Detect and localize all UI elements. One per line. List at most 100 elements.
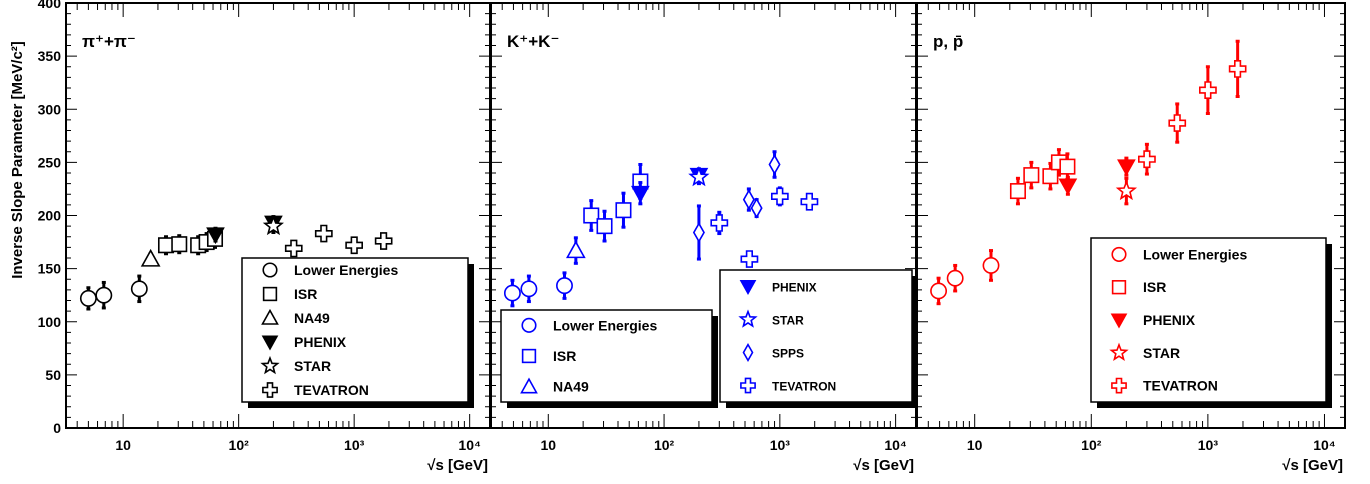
legend-box xyxy=(1090,237,1327,403)
legend-marker xyxy=(1109,342,1129,361)
data-point xyxy=(1228,59,1247,78)
series xyxy=(565,236,586,265)
data-point xyxy=(520,280,538,298)
series xyxy=(284,224,393,258)
y-tick-label: 50 xyxy=(45,367,61,383)
legend-label: STAR xyxy=(1143,345,1180,361)
series xyxy=(1115,176,1138,206)
data-point xyxy=(130,280,148,298)
data-point xyxy=(95,286,113,304)
x-tick-label: 10³ xyxy=(1198,437,1219,453)
data-point xyxy=(1138,150,1156,169)
legend-label: ISR xyxy=(1143,279,1166,295)
x-tick-label: 10⁴ xyxy=(884,437,907,453)
legend-label: Lower Energies xyxy=(1143,246,1247,262)
legend-marker xyxy=(1110,313,1128,329)
y-tick-label: 250 xyxy=(38,154,62,170)
data-point xyxy=(750,197,763,219)
data-point xyxy=(374,232,393,250)
legend-marker xyxy=(1111,377,1127,394)
legend-marker xyxy=(521,348,537,364)
legend-label: ISR xyxy=(294,286,317,302)
legend-label: NA49 xyxy=(294,310,330,326)
data-point xyxy=(982,256,1000,274)
data-point xyxy=(157,237,175,254)
data-point xyxy=(171,236,188,253)
data-point xyxy=(1168,114,1187,132)
data-point xyxy=(1009,183,1026,200)
series xyxy=(1058,156,1136,196)
data-point xyxy=(556,277,573,295)
y-tick-label: 100 xyxy=(38,314,62,330)
series xyxy=(262,214,284,236)
legend-label: STAR xyxy=(772,314,804,328)
x-axis-label: √s [GeV] xyxy=(1282,457,1343,474)
x-tick-label: 10² xyxy=(229,437,250,453)
data-point xyxy=(140,248,161,267)
data-point xyxy=(503,284,521,302)
panel-3: 10 10² 10³ 10⁴ √s [GeV] p, p̄ Lower Energies IS… xyxy=(916,2,1346,474)
data-point xyxy=(79,289,97,307)
data-point xyxy=(262,214,284,236)
legend-marker xyxy=(261,308,279,325)
data-point xyxy=(565,240,586,259)
legend-marker xyxy=(521,317,537,333)
legend-label: PHENIX xyxy=(1143,312,1196,328)
legend: Lower Energies ISR NA49 PHENIX STAR TEVATRON xyxy=(241,257,474,408)
legend-marker xyxy=(738,309,758,328)
legend-marker xyxy=(262,262,278,278)
legend-label: TEVATRON xyxy=(772,380,836,394)
data-point xyxy=(1115,179,1138,201)
series xyxy=(1138,39,1247,176)
legend-label: PHENIX xyxy=(294,334,347,350)
data-point xyxy=(740,250,759,268)
legend-label: SPPS xyxy=(772,347,804,361)
x-axis-label: √s [GeV] xyxy=(427,457,488,474)
legend-label: Lower Energies xyxy=(553,317,657,333)
data-point xyxy=(768,153,781,176)
legend-label: PHENIX xyxy=(772,281,817,295)
panel-title: K⁺+K⁻ xyxy=(507,32,559,51)
panel-1: 0 50 100 150 200 250 300 350 400 10 10² 10³ 10⁴ √s [G… xyxy=(38,0,491,474)
data-point xyxy=(710,214,729,232)
legend: Lower Energies ISR PHENIX STAR TEVATRON xyxy=(1090,237,1332,408)
series xyxy=(140,248,161,267)
series xyxy=(692,150,781,261)
x-tick-label: 10⁴ xyxy=(1313,437,1336,453)
series xyxy=(1009,148,1076,206)
legend-label: ISR xyxy=(553,348,576,364)
legend-label: TEVATRON xyxy=(1143,378,1218,394)
y-tick-label: 150 xyxy=(38,261,62,277)
series xyxy=(930,249,1000,306)
data-point xyxy=(930,282,948,300)
data-point xyxy=(314,224,333,243)
legend-marker xyxy=(261,335,279,351)
data-point xyxy=(1117,159,1136,177)
legend: Lower Energies ISR NA49 xyxy=(500,309,718,408)
panel-title: π⁺+π⁻ xyxy=(82,32,136,51)
legend-marker xyxy=(262,382,278,398)
series xyxy=(710,186,819,268)
data-point xyxy=(1059,158,1076,175)
x-tick-label: 10³ xyxy=(770,437,791,453)
legend-marker xyxy=(1111,246,1127,262)
legend-marker xyxy=(740,377,756,394)
x-tick-label: 10³ xyxy=(344,437,365,453)
data-point xyxy=(1199,81,1217,99)
legend-marker xyxy=(262,286,278,302)
legend-box xyxy=(719,269,913,403)
x-tick-label: 10² xyxy=(654,437,675,453)
legend: PHENIX STAR SPPS TEVATRON xyxy=(719,269,918,408)
data-point xyxy=(800,192,819,211)
panel-title: p, p̄ xyxy=(933,32,963,51)
legend-marker xyxy=(1111,280,1127,295)
data-point xyxy=(206,227,225,245)
x-tick-label: 10² xyxy=(1081,437,1102,453)
data-point xyxy=(1023,167,1040,184)
x-tick-label: 10⁴ xyxy=(458,437,481,453)
series xyxy=(503,271,573,308)
series xyxy=(688,166,710,187)
y-axis-label: Inverse Slope Parameter [MeV/c²] xyxy=(9,41,26,279)
